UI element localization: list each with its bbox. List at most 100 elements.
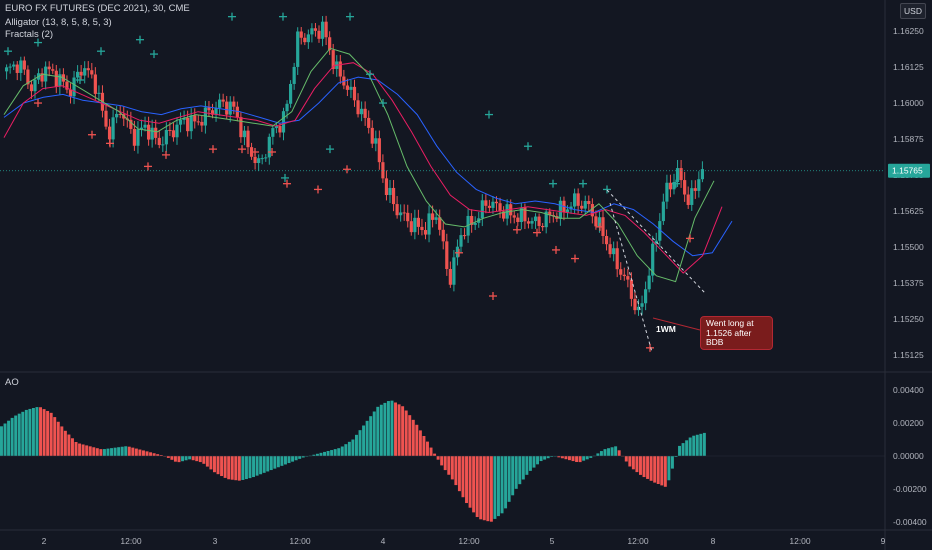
candle-body	[431, 213, 435, 220]
fractals-legend[interactable]: Fractals (2)	[5, 29, 54, 40]
candle-body	[569, 206, 573, 210]
candle-body	[239, 117, 243, 138]
fractal-down-marker	[268, 148, 276, 156]
ao-bar	[532, 456, 536, 468]
ao-bar	[372, 411, 376, 456]
ao-bar	[543, 456, 547, 460]
ao-bar	[546, 456, 550, 459]
ao-bar	[31, 408, 35, 456]
ao-bar	[113, 447, 117, 456]
ao-bar	[3, 423, 7, 456]
ao-bar	[344, 444, 348, 456]
candle-body	[271, 128, 275, 137]
fractal-up-marker	[281, 173, 289, 182]
ao-bar	[330, 450, 334, 456]
candle-body	[90, 70, 94, 75]
ao-tick-label: -0.00200	[893, 484, 927, 494]
ao-bar	[418, 430, 422, 456]
ao-bar	[127, 446, 131, 456]
candle-body	[257, 158, 261, 164]
fractal-down-marker	[144, 162, 152, 171]
candle-body	[370, 127, 374, 144]
candle-body	[68, 89, 73, 97]
candle-body	[72, 77, 76, 97]
wm-annotation: 1WM	[656, 324, 676, 334]
ao-bar	[699, 433, 703, 456]
ao-bar	[230, 456, 234, 480]
candle-body	[672, 181, 676, 190]
candle-body	[182, 117, 186, 120]
currency-button[interactable]: USD	[900, 3, 926, 19]
candle-body	[494, 201, 499, 204]
candle-body	[565, 209, 570, 213]
ao-bar	[241, 456, 245, 480]
candle-body	[164, 129, 168, 145]
candle-body	[633, 298, 637, 311]
ao-bar	[497, 456, 500, 517]
candle-body	[576, 193, 580, 206]
candle-body	[26, 69, 30, 85]
candle-body	[438, 217, 442, 230]
ao-bar	[646, 456, 650, 479]
ao-bar	[624, 456, 628, 462]
candle-body	[200, 121, 204, 126]
ao-bar	[173, 456, 177, 462]
candles-group	[5, 15, 704, 316]
ao-bar	[177, 456, 181, 463]
ao-bar	[670, 456, 674, 469]
time-tick-label: 12:00	[458, 536, 480, 546]
fractal-up-marker	[76, 76, 84, 84]
ao-bar	[198, 456, 202, 463]
candle-body	[352, 86, 357, 101]
ao-bar	[117, 447, 121, 456]
candle-body	[214, 107, 218, 115]
ao-bar	[269, 456, 273, 471]
price-tick-label: 1.15125	[893, 350, 924, 360]
ao-bar	[507, 456, 511, 502]
candle-body	[587, 200, 591, 205]
candle-body	[537, 216, 541, 226]
candle-body	[154, 127, 158, 138]
alligator-teeth-line	[3, 62, 723, 274]
ao-bar	[607, 448, 610, 456]
fractal-down-marker	[489, 292, 497, 300]
candle-body	[306, 34, 310, 43]
ao-bar	[685, 440, 689, 456]
candle-body	[608, 244, 612, 255]
ao-bar	[585, 456, 589, 460]
fractal-down-marker	[343, 165, 351, 174]
candle-body	[168, 129, 172, 131]
price-tick-label: 1.15250	[893, 314, 924, 324]
ao-bar	[514, 456, 518, 489]
candle-body	[622, 274, 626, 277]
ao-bar	[511, 456, 515, 496]
ao-bar	[216, 456, 220, 475]
candle-body	[381, 162, 385, 179]
trade-note-callout[interactable]: Went long at 1.1526 after BDB	[700, 316, 773, 350]
alligator-legend[interactable]: Alligator (13, 8, 5, 8, 5, 3)	[5, 17, 112, 28]
fractal-down-marker	[34, 99, 42, 108]
ao-bar	[131, 447, 135, 456]
candle-body	[228, 101, 232, 115]
candle-body	[612, 248, 616, 255]
ao-bar	[358, 430, 362, 456]
ao-bar	[415, 424, 419, 456]
fractal-up-marker	[346, 12, 354, 21]
candle-body	[143, 124, 147, 128]
fractal-down-marker	[106, 139, 114, 148]
candle-body	[683, 180, 687, 195]
ao-bar	[0, 426, 3, 456]
ao-bar	[614, 446, 618, 456]
ao-bar	[7, 420, 11, 456]
ao-pane-label[interactable]: AO	[5, 377, 19, 388]
candle-body	[406, 212, 410, 222]
ao-bar	[234, 456, 238, 481]
ao-bar	[667, 456, 671, 481]
ao-bar	[656, 456, 660, 484]
candle-body	[289, 83, 293, 104]
ao-bar	[138, 449, 142, 456]
candle-body	[675, 168, 680, 182]
candle-body	[76, 71, 80, 78]
